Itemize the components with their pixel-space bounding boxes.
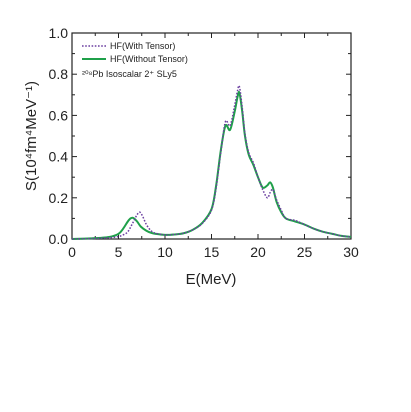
y-axis-ticks: 0.0 0.2 0.4 0.6 0.8 1.0 [49,25,351,247]
x-tick-label: 10 [157,244,173,260]
legend: HF(With Tensor) HF(Without Tensor) [78,38,206,66]
legend-label-with-tensor: HF(With Tensor) [110,41,175,51]
x-axis-title: E(MeV) [186,271,237,288]
y-axis-title: S(10⁴fm⁴MeV⁻¹) [23,81,40,191]
x-tick-label: 5 [115,244,123,260]
y-tick-label: 0.4 [49,149,69,165]
x-axis-ticks: 0 5 10 15 20 25 30 [68,33,359,260]
y-tick-label: 0.8 [49,66,69,82]
y-tick-label: 0.2 [49,190,69,206]
x-tick-label: 0 [68,244,76,260]
x-tick-label: 25 [297,244,313,260]
x-tick-label: 20 [250,244,266,260]
legend-label-without-tensor: HF(Without Tensor) [110,54,188,64]
chart-annotation: ²⁰⁸Pb Isoscalar 2⁺ SLy5 [82,69,177,79]
x-tick-label: 15 [204,244,220,260]
y-tick-label: 1.0 [49,25,69,41]
series-lines [71,84,352,240]
series-line-with-tensor [71,84,352,240]
y-tick-label: 0.6 [49,107,69,123]
x-tick-label: 30 [343,244,359,260]
y-tick-label: 0.0 [49,231,69,247]
legend-box [78,38,206,66]
series-line-without-tensor [71,90,352,240]
